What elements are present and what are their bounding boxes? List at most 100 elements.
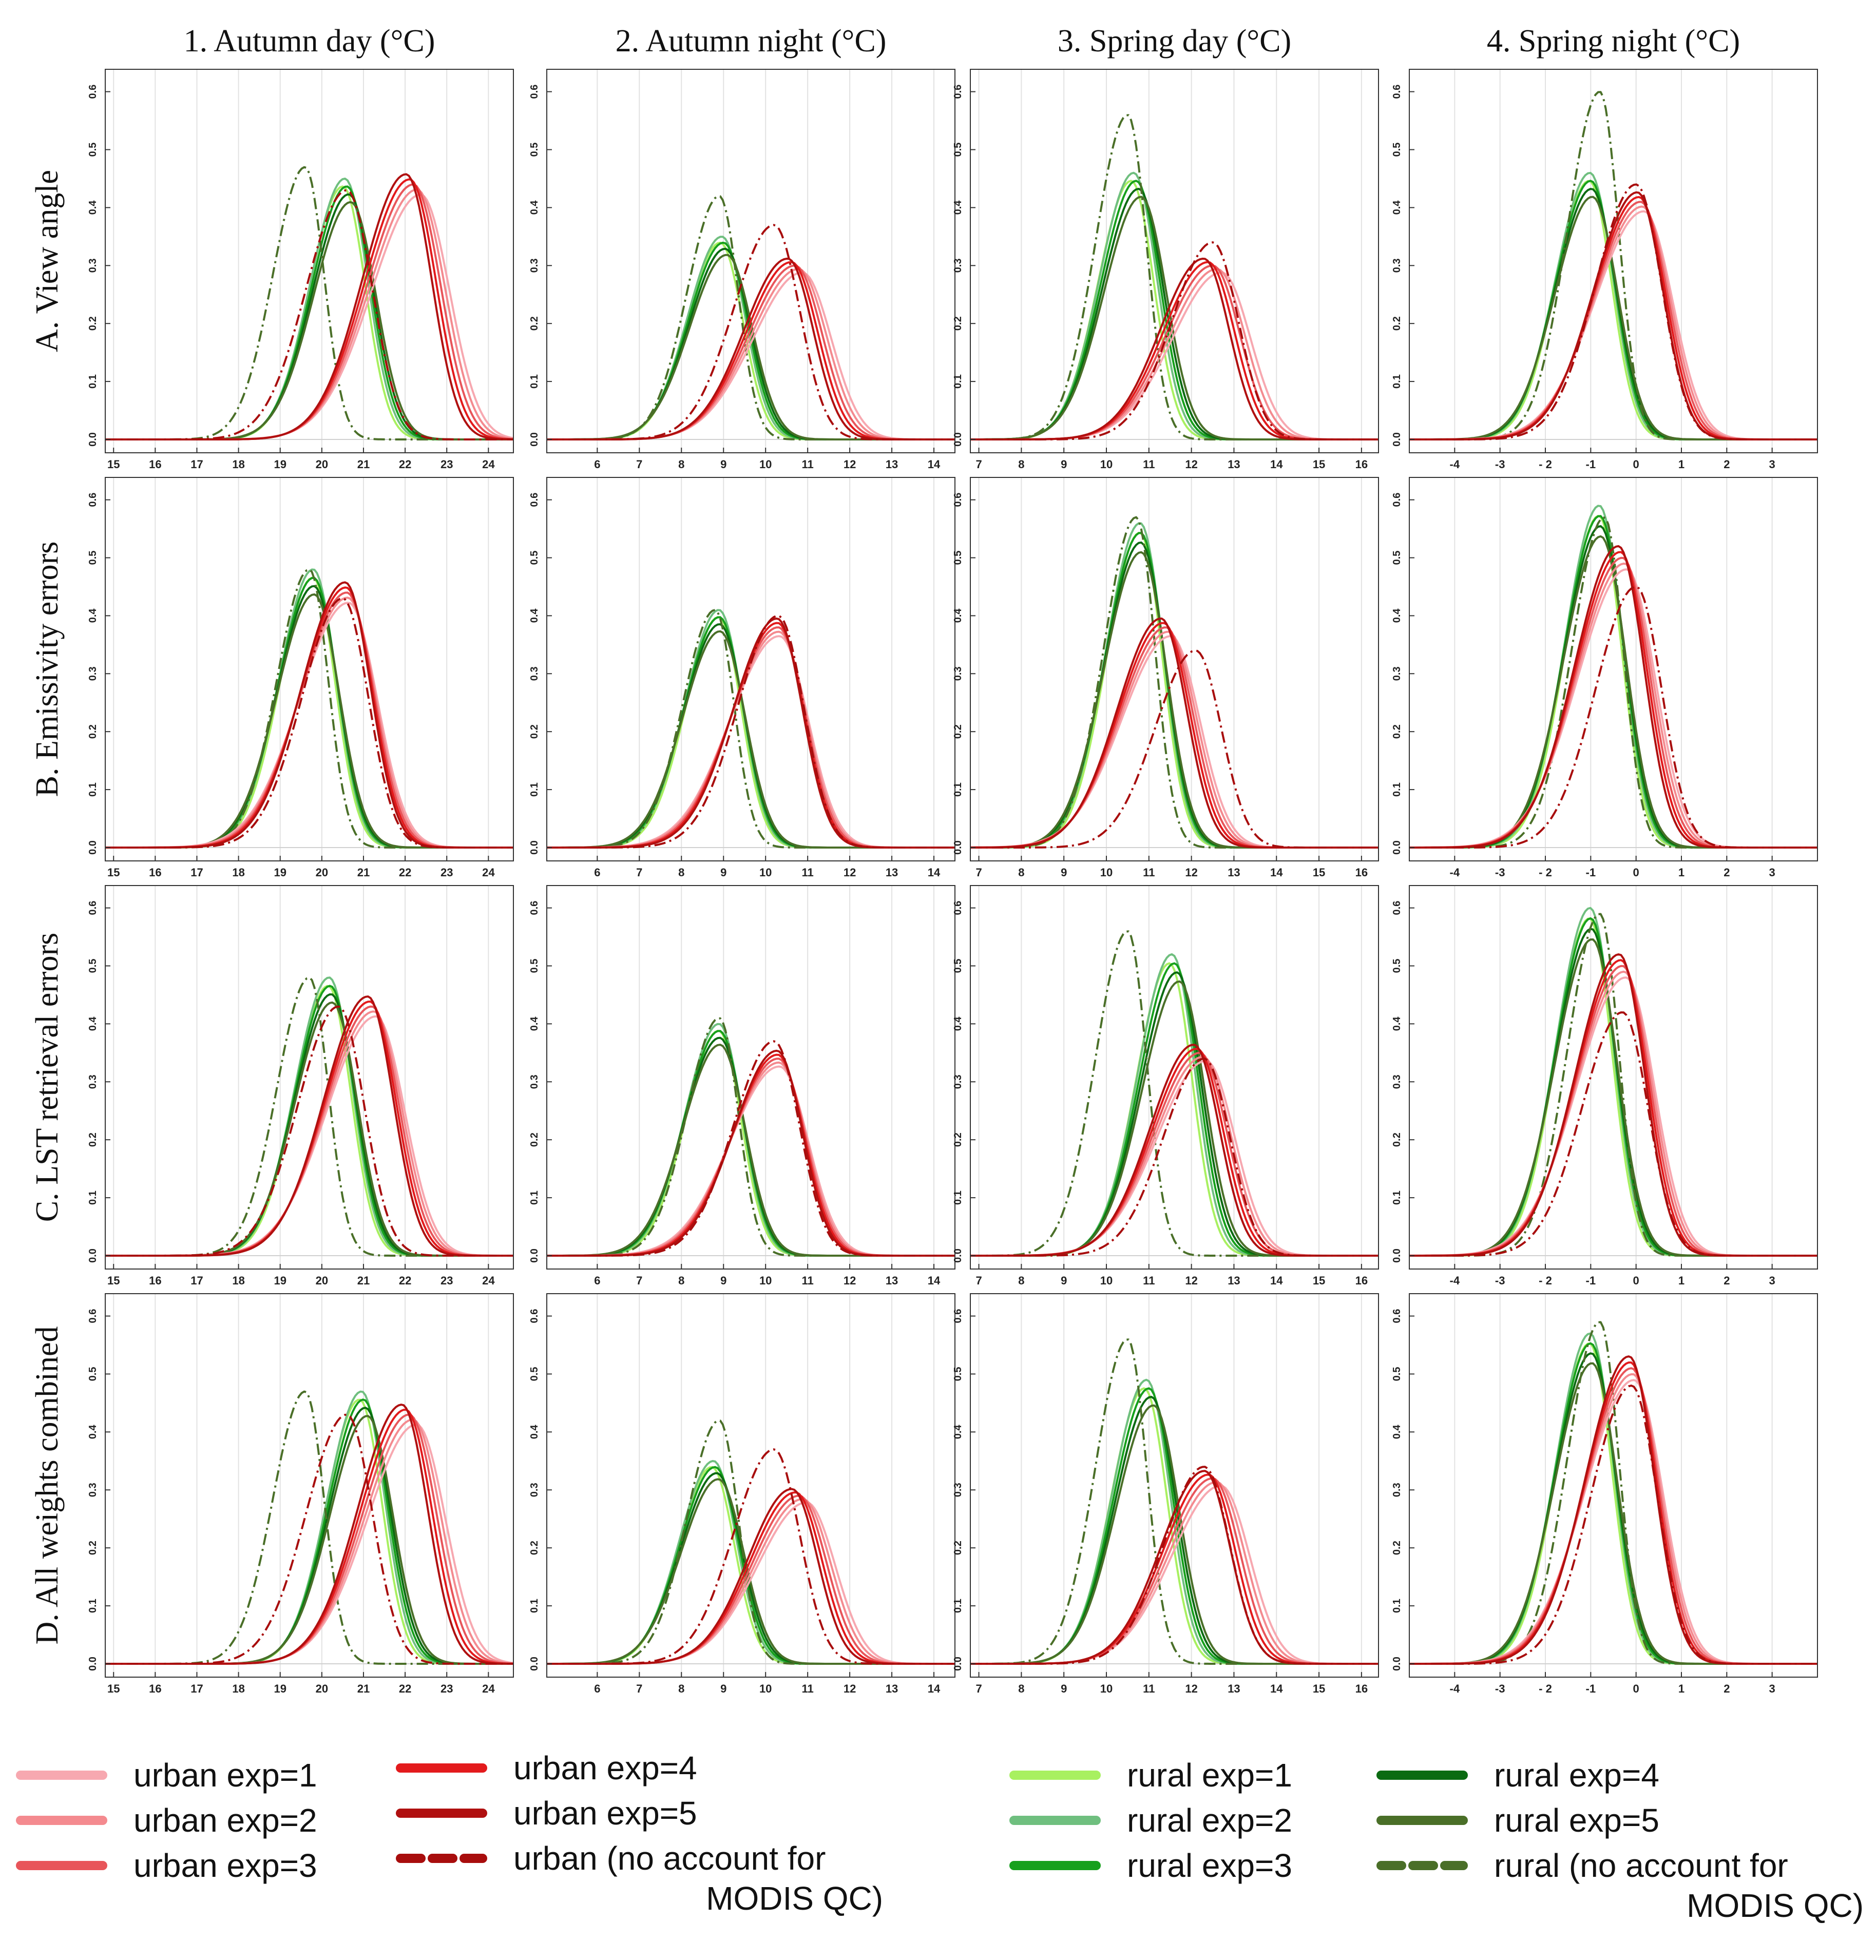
x-tick-label: 12 xyxy=(1185,1274,1197,1287)
y-tick-label: 0.5 xyxy=(1391,1367,1403,1381)
panel-3-3: 0.0 0.1 0.2 0.3 0.4 0.5 0.6 7 8 9 10 11 12 13 14 15 16 xyxy=(952,885,1379,1287)
row-title-4: D. All weights combined xyxy=(30,1327,65,1645)
y-tick-label: 0.3 xyxy=(1391,666,1403,681)
panel-3-2: 0.0 0.1 0.2 0.3 0.4 0.5 0.6 6 7 8 9 10 11 12 13 14 xyxy=(529,885,955,1287)
y-tick-label: 0.5 xyxy=(1391,143,1403,157)
x-tick-label: -1 xyxy=(1586,1682,1596,1695)
x-tick-label: 14 xyxy=(1270,1274,1283,1287)
x-tick-label: 18 xyxy=(232,1274,244,1287)
series-uqc xyxy=(547,614,955,849)
y-tick-label: 0.4 xyxy=(529,1425,540,1439)
x-tick-label: 6 xyxy=(594,1274,600,1287)
x-tick-label: 22 xyxy=(399,1682,411,1695)
x-tick-label: 12 xyxy=(844,1682,856,1695)
panel-3-1: 0.0 0.1 0.2 0.3 0.4 0.5 0.6 15 16 17 18 19 20 21 22 23 2… xyxy=(87,885,514,1287)
series-u3 xyxy=(1409,1367,1817,1665)
x-tick-label: 2 xyxy=(1724,1274,1730,1287)
x-tick-label: 16 xyxy=(149,1682,161,1695)
x-tick-label: 11 xyxy=(802,866,814,879)
series-u5 xyxy=(1409,545,1817,849)
series-rqc xyxy=(970,930,1379,1257)
series-r4 xyxy=(970,971,1379,1257)
x-tick-label: 11 xyxy=(802,1274,814,1287)
series-r4 xyxy=(547,1036,955,1257)
panel-frame xyxy=(970,1293,1379,1678)
x-tick-label: 9 xyxy=(720,458,726,471)
y-tick-label: 0.5 xyxy=(952,959,964,973)
y-tick-label: 0.0 xyxy=(952,432,964,447)
y-tick-label: 0.0 xyxy=(952,840,964,855)
x-tick-label: 20 xyxy=(316,458,328,471)
panel-4-3: 0.0 0.1 0.2 0.3 0.4 0.5 0.6 7 8 9 10 11 12 13 14 15 16 xyxy=(952,1293,1379,1695)
series-rqc xyxy=(970,516,1379,849)
x-tick-label: 2 xyxy=(1724,1682,1730,1695)
y-tick-label: 0.2 xyxy=(952,724,964,739)
x-tick-label: 16 xyxy=(1355,1682,1368,1695)
series-r2 xyxy=(105,1390,513,1665)
series-uqc xyxy=(1409,1011,1817,1257)
x-tick-label: 9 xyxy=(1061,1682,1067,1695)
y-tick-label: 0.6 xyxy=(529,1309,540,1323)
series-u3 xyxy=(547,264,955,440)
y-tick-label: 0.3 xyxy=(952,1483,964,1497)
y-tick-label: 0.2 xyxy=(1391,1132,1403,1147)
series-uqc xyxy=(1409,1385,1817,1665)
y-tick-label: 0.0 xyxy=(87,1248,99,1263)
x-tick-label: 20 xyxy=(316,1682,328,1695)
y-tick-label: 0.4 xyxy=(1391,1016,1403,1031)
y-tick-label: 0.4 xyxy=(529,200,540,215)
series-uqc xyxy=(1409,183,1817,440)
series-r4 xyxy=(105,193,513,440)
x-tick-label: 8 xyxy=(678,458,684,471)
y-tick-label: 0.4 xyxy=(952,200,964,215)
x-tick-label: 10 xyxy=(1100,458,1113,471)
x-tick-label: 7 xyxy=(636,866,642,879)
series-r1 xyxy=(547,616,955,849)
series-r1 xyxy=(105,577,513,849)
y-tick-label: 0.4 xyxy=(952,1425,964,1439)
series-u5 xyxy=(1409,191,1817,440)
y-tick-label: 0.3 xyxy=(87,258,99,273)
col-title-3: 3. Spring day (°C) xyxy=(1058,24,1291,59)
x-tick-label: 14 xyxy=(1270,1682,1283,1695)
x-tick-label: 15 xyxy=(107,866,120,879)
legend-label-u2: urban exp=2 xyxy=(133,1802,317,1839)
x-tick-label: 14 xyxy=(1270,458,1283,471)
series-uqc xyxy=(105,597,513,849)
series-uqc xyxy=(547,1040,955,1257)
y-tick-label: 0.1 xyxy=(87,1599,99,1613)
y-tick-label: 0.3 xyxy=(1391,258,1403,273)
panel-3-4: 0.0 0.1 0.2 0.3 0.4 0.5 0.6 -4 -3 - 2 -1 0 1 2 3 xyxy=(1391,885,1818,1287)
x-tick-label: 8 xyxy=(678,1274,684,1287)
y-tick-label: 0.2 xyxy=(529,316,540,331)
series-u5 xyxy=(105,1404,514,1665)
x-tick-label: -3 xyxy=(1495,1274,1505,1287)
y-tick-label: 0.5 xyxy=(952,1367,964,1381)
y-tick-label: 0.1 xyxy=(529,374,540,389)
y-tick-label: 0.6 xyxy=(87,1309,99,1323)
series-u1 xyxy=(105,1015,513,1257)
x-tick-label: 6 xyxy=(594,866,600,879)
x-tick-label: 14 xyxy=(1270,866,1283,879)
x-tick-label: -3 xyxy=(1495,1682,1505,1695)
y-tick-label: 0.1 xyxy=(1391,374,1403,389)
y-tick-label: 0.2 xyxy=(87,316,99,331)
series-u5 xyxy=(547,1488,955,1665)
panel-2-4: 0.0 0.1 0.2 0.3 0.4 0.5 0.6 -4 -3 - 2 -1 0 1 2 3 xyxy=(1391,477,1818,879)
panel-1-1: 0.0 0.1 0.2 0.3 0.4 0.5 0.6 15 16 17 18 19 20 21 22 23 2… xyxy=(87,69,514,471)
x-tick-label: 3 xyxy=(1769,1682,1775,1695)
series-r1 xyxy=(970,962,1379,1257)
series-u2 xyxy=(1409,562,1817,849)
y-tick-label: 0.5 xyxy=(87,551,99,565)
y-tick-label: 0.4 xyxy=(1391,200,1403,215)
col-title-1: 1. Autumn day (°C) xyxy=(184,24,435,59)
series-uqc xyxy=(1409,586,1817,849)
x-tick-label: 11 xyxy=(1143,866,1155,879)
y-tick-label: 0.2 xyxy=(952,316,964,331)
x-tick-label: 9 xyxy=(720,1274,726,1287)
x-tick-label: 24 xyxy=(482,866,495,879)
panel-frame xyxy=(546,885,955,1270)
y-tick-label: 0.1 xyxy=(87,374,99,389)
x-tick-label: - 2 xyxy=(1539,866,1552,879)
series-u3 xyxy=(1409,965,1817,1257)
